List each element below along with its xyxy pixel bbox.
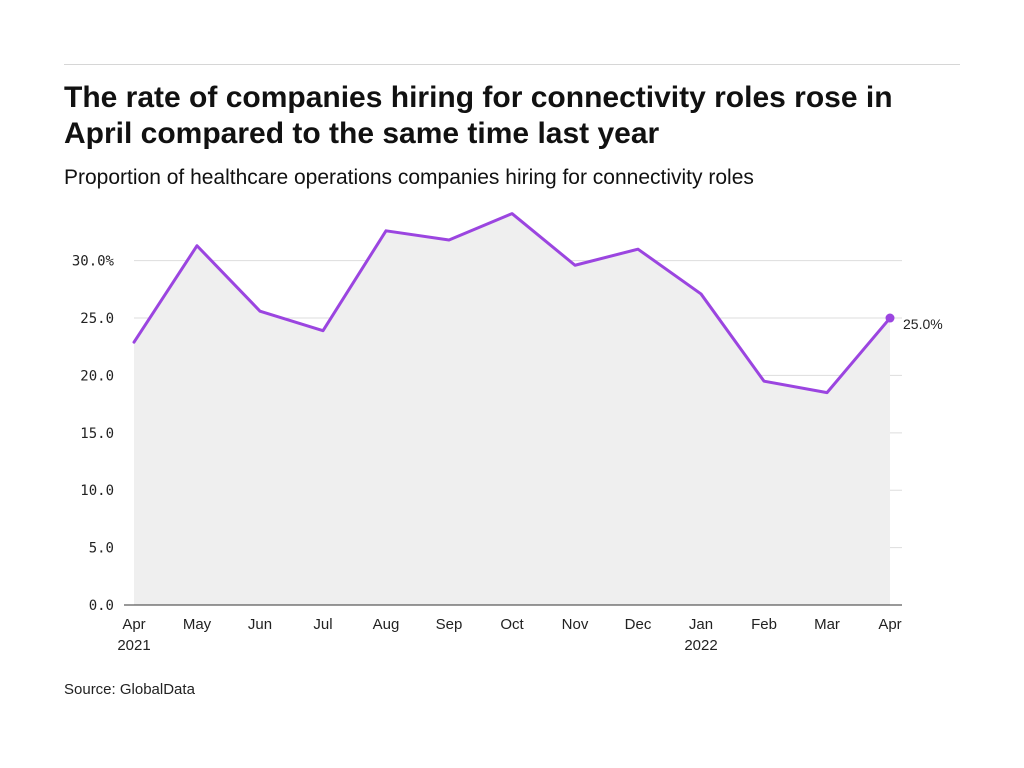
end-point-marker — [885, 313, 895, 323]
x-tick-label: Mar — [814, 616, 840, 633]
area-fill — [134, 213, 890, 605]
x-tick-label: Jan — [689, 616, 713, 633]
x-tick-label: Jun — [248, 616, 272, 633]
x-tick-label: Jul — [313, 616, 332, 633]
x-tick-label: Oct — [500, 616, 524, 633]
y-axis-ticks: 0.0 5.0 10.0 15.0 20.0 25.0 30.0% — [72, 254, 115, 614]
x-tick-label: Nov — [562, 616, 589, 633]
y-tick-label: 5.0 — [89, 541, 114, 557]
y-tick-label: 15.0 — [80, 426, 114, 442]
x-tick-label: May — [183, 616, 212, 633]
series-line — [132, 212, 892, 395]
y-tick-label: 30.0% — [72, 254, 115, 270]
y-tick-label: 20.0 — [80, 368, 114, 384]
x-tick-label: Apr — [122, 616, 145, 633]
top-divider — [64, 64, 960, 65]
y-tick-label: 10.0 — [80, 483, 114, 499]
y-tick-label: 0.0 — [89, 598, 114, 614]
x-tick-label: Apr — [878, 616, 901, 633]
x-tick-year-label: 2021 — [117, 637, 150, 654]
chart-title: The rate of companies hiring for connect… — [64, 81, 893, 150]
x-tick-label: Aug — [373, 616, 400, 633]
y-tick-label: 25.0 — [80, 311, 114, 327]
source-note: Source: GlobalData — [64, 681, 195, 698]
x-tick-label: Sep — [436, 616, 463, 633]
x-axis-ticks: Apr 2021 May Jun Jul Aug Sep Oct Nov Dec Jan 2022 Fe… — [117, 616, 901, 654]
x-tick-label: Feb — [751, 616, 777, 633]
chart-subtitle: Proportion of healthcare operations comp… — [64, 166, 754, 189]
x-tick-year-label: 2022 — [684, 637, 717, 654]
end-value-label: 25.0% — [903, 316, 943, 332]
x-tick-label: Dec — [625, 616, 652, 633]
